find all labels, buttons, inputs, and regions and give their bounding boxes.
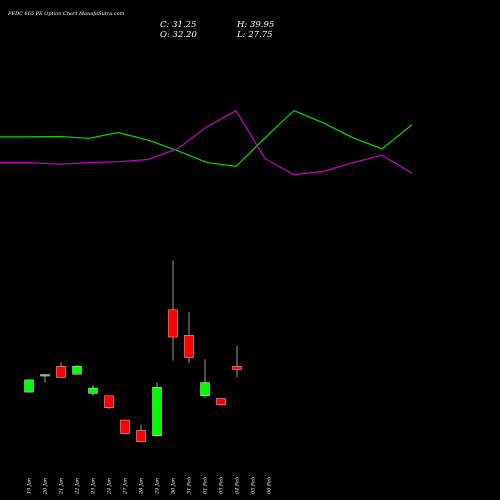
candle-22-jan (72, 364, 82, 375)
candle-31-feb (184, 312, 194, 364)
candle-body (200, 382, 210, 397)
magenta-indicator-line (0, 109, 413, 176)
candle-body (168, 309, 178, 338)
x-tick-label: 01 Feb (203, 477, 209, 494)
x-axis-ticks: 19 Jan 20 Jan 21 Jan 22 Jan 23 Jan 24 Jan 27 J… (27, 477, 273, 495)
low-value: L: 27.75 (236, 30, 273, 40)
x-tick-label: 20 Jan (43, 478, 49, 495)
x-tick-label: 24 Jan (107, 478, 113, 495)
candle-body (136, 430, 146, 443)
green-indicator-line (0, 109, 413, 168)
candles (24, 260, 242, 443)
candle-body (24, 379, 34, 393)
candle-03-feb (216, 398, 226, 406)
open-value: O: 32.20 (160, 30, 197, 40)
candle-body (216, 398, 226, 406)
candle-body (152, 387, 162, 436)
x-tick-label: 06 Feb (267, 477, 273, 494)
candle-23-jan (88, 385, 98, 396)
candle-29-jan (152, 382, 162, 436)
candle-04-feb (232, 345, 242, 378)
candle-body (88, 387, 98, 394)
x-tick-label: 22 Jan (75, 478, 81, 495)
candle-21-jan (56, 362, 66, 378)
candle-body (120, 419, 130, 434)
candle-30-jan (168, 260, 178, 361)
x-tick-label: 27 Jan (123, 478, 129, 495)
x-tick-label: 19 Jan (27, 478, 33, 494)
x-tick-label: 05 Feb (251, 477, 257, 494)
candle-19-jan (24, 379, 34, 393)
x-tick-label: 29 Jan (155, 478, 161, 495)
x-tick-label: 03 Feb (219, 477, 225, 494)
candle-20-jan (40, 374, 50, 383)
chart-title: FEDC 665 PE Option Chart ManafaSutra.com (7, 11, 125, 17)
x-tick-label: 21 Jan (59, 478, 65, 495)
candle-28-jan (136, 424, 146, 443)
candle-body (40, 374, 50, 377)
candle-body (104, 395, 114, 408)
x-tick-label: 30 Jan (171, 478, 177, 494)
x-tick-label: 31 Feb (187, 477, 193, 494)
candle-body (184, 334, 194, 358)
candle-body (232, 366, 242, 370)
high-value: H: 39.95 (236, 20, 274, 30)
close-value: C: 31.25 (160, 20, 196, 30)
candle-body (56, 366, 66, 378)
candle-body (72, 366, 82, 375)
x-tick-label: 04 Feb (235, 477, 241, 494)
x-tick-label: 23 Jan (91, 478, 97, 495)
candle-01-feb (200, 359, 210, 398)
candle-24-jan (104, 395, 114, 410)
candle-27-jan (120, 419, 130, 435)
indicator-lines (0, 109, 413, 176)
x-tick-label: 28 Jan (139, 478, 145, 495)
